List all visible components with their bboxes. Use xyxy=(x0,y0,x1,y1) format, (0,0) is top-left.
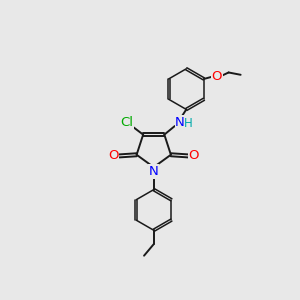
Text: O: O xyxy=(108,149,119,162)
Text: O: O xyxy=(211,70,222,83)
Text: H: H xyxy=(184,117,193,130)
Text: N: N xyxy=(175,116,185,129)
Text: O: O xyxy=(189,149,199,162)
Text: N: N xyxy=(149,165,159,178)
Text: Cl: Cl xyxy=(121,116,134,129)
